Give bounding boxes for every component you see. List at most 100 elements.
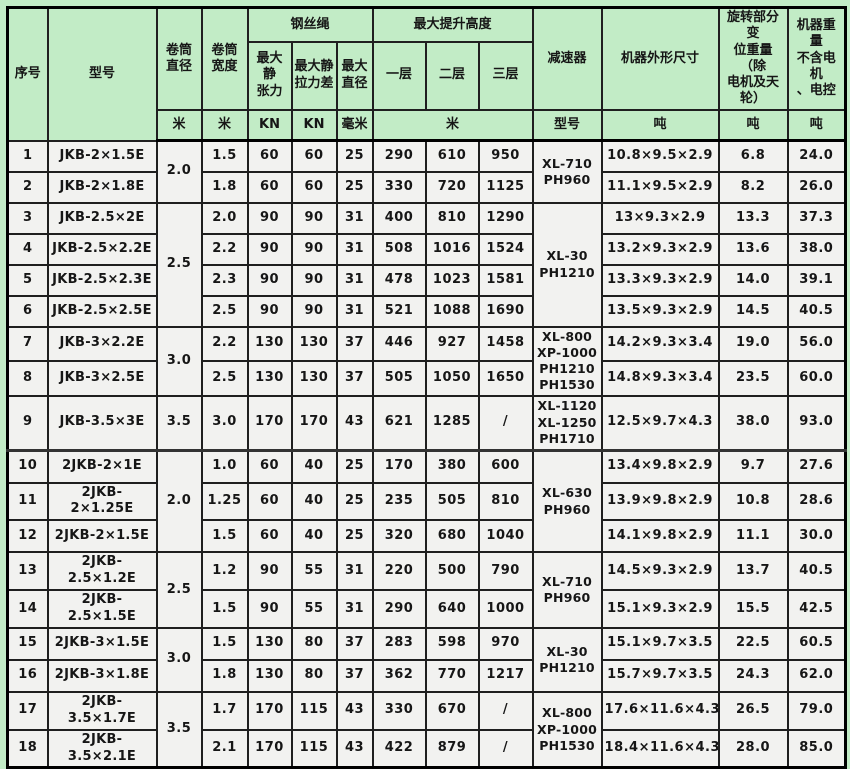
cell-h3: / [477, 394, 534, 452]
cell-dimensions: 15.1×9.3×2.9 [600, 589, 720, 629]
cell-model: 2JKB-3×1.8E [46, 658, 158, 693]
cell-rotating-weight: 13.6 [717, 232, 789, 266]
col-header-machine-weight: 机器重量 不含电机 、电控 [786, 6, 847, 111]
cell-h1: 235 [371, 481, 427, 522]
cell-h2: 1016 [424, 232, 480, 266]
cell-h2: 610 [424, 139, 480, 173]
cell-h3: 1690 [477, 294, 534, 328]
cell-model: 2JKB-3.5×2.1E [46, 728, 158, 769]
cell-machine-weight: 26.0 [786, 170, 847, 204]
cell-tension: 130 [246, 658, 293, 693]
cell-no: 16 [6, 658, 49, 693]
cell-drum-width: 1.5 [200, 139, 249, 173]
cell-model: 2JKB-3×1.5E [46, 626, 158, 661]
cell-drum-diameter: 3.0 [155, 626, 203, 693]
cell-rotating-weight: 38.0 [717, 394, 789, 452]
cell-tension: 60 [246, 519, 293, 554]
cell-dimensions: 13.9×9.8×2.9 [600, 481, 720, 522]
cell-drum-diameter: 3.5 [155, 690, 203, 769]
cell-rotating-weight: 26.5 [717, 690, 789, 731]
table-row: 16 2JKB-3×1.8E 1.8 130 80 37 362 770 1217 15.7×9.… [6, 658, 847, 693]
cell-dimensions: 14.8×9.3×3.4 [600, 360, 720, 397]
cell-h1: 220 [371, 551, 427, 592]
cell-h1: 290 [371, 139, 427, 173]
cell-no: 15 [6, 626, 49, 661]
table-row: 12 2JKB-2×1.5E 1.5 60 40 25 320 680 1040 14.1×9.8… [6, 519, 847, 554]
cell-dimensions: 14.5×9.3×2.9 [600, 551, 720, 592]
cell-h3: 1650 [477, 360, 534, 397]
cell-no: 5 [6, 263, 49, 297]
cell-h3: 600 [477, 449, 534, 484]
cell-h2: 500 [424, 551, 480, 592]
cell-drum-width: 1.7 [200, 690, 249, 731]
cell-dimensions: 13.2×9.3×2.9 [600, 232, 720, 266]
table-row: 3 JKB-2.5×2E 2.5 2.0 90 90 31 400 810 1290 XL-30 P… [6, 201, 847, 328]
cell-model: 2JKB-2×1E [46, 449, 158, 484]
cell-machine-weight: 60.5 [786, 626, 847, 661]
cell-tension: 60 [246, 481, 293, 522]
table-row: 2 JKB-2×1.8E 1.8 60 60 25 330 720 1125 11.1×9.5×2… [6, 170, 847, 204]
cell-h1: 446 [371, 325, 427, 362]
cell-machine-weight: 24.0 [786, 139, 847, 173]
cell-tension-diff: 40 [290, 449, 338, 484]
cell-dimensions: 17.6×11.6×4.3 [600, 690, 720, 731]
cell-rotating-weight: 10.8 [717, 481, 789, 522]
col-header-serial: 序号 [6, 6, 49, 142]
cell-model: 2JKB-2.5×1.5E [46, 589, 158, 629]
cell-tension-diff: 115 [290, 728, 338, 769]
cell-machine-weight: 38.0 [786, 232, 847, 266]
unit-drum-diameter: 米 [155, 108, 203, 142]
cell-drum-width: 1.8 [200, 170, 249, 204]
cell-no: 11 [6, 481, 49, 522]
col-header-layer3: 三层 [477, 40, 534, 111]
cell-tension: 90 [246, 232, 293, 266]
cell-machine-weight: 60.0 [786, 360, 847, 397]
table-row: 7 JKB-3×2.2E 3.0 2.2 130 130 37 446 927 1458 XL-80… [6, 325, 847, 397]
cell-drum-width: 2.5 [200, 294, 249, 328]
cell-model: JKB-2.5×2.5E [46, 294, 158, 328]
cell-rotating-weight: 15.5 [717, 589, 789, 629]
cell-drum-width: 1.5 [200, 589, 249, 629]
cell-drum-diameter: 2.5 [155, 551, 203, 629]
table-row: 15 2JKB-3×1.5E 3.0 1.5 130 80 37 283 598 970 XL-30… [6, 626, 847, 693]
cell-rotating-weight: 28.0 [717, 728, 789, 769]
cell-drum-width: 1.25 [200, 481, 249, 522]
group-header-max-lift-height: 最大提升高度 [371, 6, 534, 43]
cell-tension-diff: 130 [290, 325, 338, 362]
cell-machine-weight: 28.6 [786, 481, 847, 522]
col-header-reducer: 减速器 [531, 6, 603, 111]
cell-h3: 1040 [477, 519, 534, 554]
cell-machine-weight: 85.0 [786, 728, 847, 769]
col-header-layer1: 一层 [371, 40, 427, 111]
cell-h3: 1458 [477, 325, 534, 362]
cell-dimensions: 18.4×11.6×4.3 [600, 728, 720, 769]
cell-tension-diff: 60 [290, 170, 338, 204]
cell-drum-width: 2.0 [200, 201, 249, 235]
table-row: 5 JKB-2.5×2.3E 2.3 90 90 31 478 1023 1581 13.3×9.… [6, 263, 847, 297]
cell-h2: 927 [424, 325, 480, 362]
cell-rotating-weight: 8.2 [717, 170, 789, 204]
cell-rotating-weight: 23.5 [717, 360, 789, 397]
col-header-max-rope-diameter: 最大 直径 [335, 40, 374, 111]
cell-h2: 670 [424, 690, 480, 731]
cell-h1: 362 [371, 658, 427, 693]
cell-h2: 770 [424, 658, 480, 693]
cell-tension: 130 [246, 325, 293, 362]
cell-h3: 1524 [477, 232, 534, 266]
cell-rope-diameter: 31 [335, 589, 374, 629]
cell-rope-diameter: 31 [335, 201, 374, 235]
cell-rope-diameter: 37 [335, 360, 374, 397]
cell-model: 2JKB-2×1.5E [46, 519, 158, 554]
cell-tension-diff: 115 [290, 690, 338, 731]
cell-dimensions: 13×9.3×2.9 [600, 201, 720, 235]
cell-no: 13 [6, 551, 49, 592]
cell-tension-diff: 40 [290, 519, 338, 554]
cell-drum-diameter: 2.0 [155, 449, 203, 554]
cell-h1: 508 [371, 232, 427, 266]
cell-machine-weight: 27.6 [786, 449, 847, 484]
cell-h3: 950 [477, 139, 534, 173]
cell-model: JKB-3×2.5E [46, 360, 158, 397]
cell-model: 2JKB-2×1.25E [46, 481, 158, 522]
cell-h1: 400 [371, 201, 427, 235]
cell-machine-weight: 30.0 [786, 519, 847, 554]
